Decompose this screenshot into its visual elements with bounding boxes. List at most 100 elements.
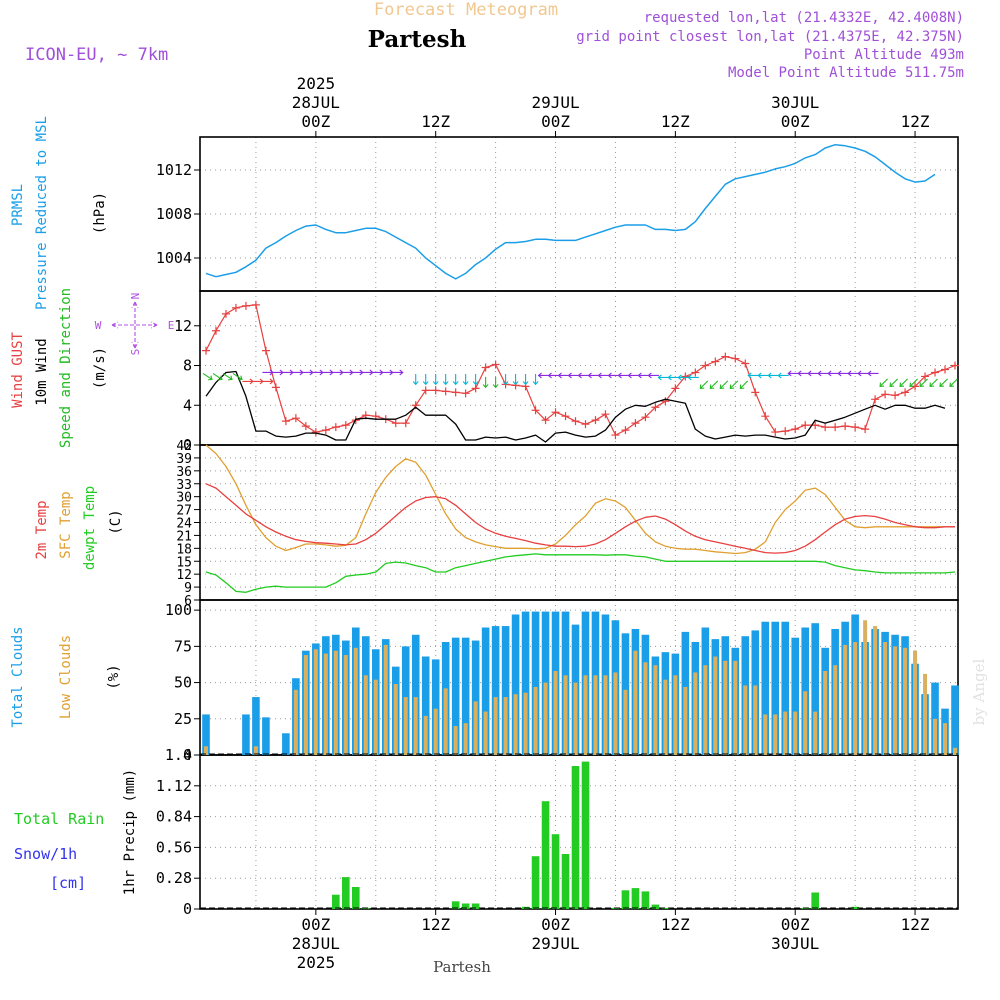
low-clouds-bar (203, 746, 208, 755)
ytick-label-temperature: 6 (184, 594, 192, 609)
gust-marker (841, 422, 850, 431)
ytick-label-precipitation: 1.4 (165, 746, 192, 764)
wind-direction-arrow (212, 372, 223, 381)
gust-marker (641, 413, 650, 422)
wind-direction-arrow (282, 369, 294, 376)
gust-marker (891, 391, 900, 400)
rain-bar (531, 856, 540, 909)
rain-bar (641, 891, 650, 909)
gust-marker (701, 361, 710, 370)
temp-2m-line (205, 483, 955, 554)
ytick-label-precipitation: 0 (183, 900, 192, 918)
wind-direction-arrow (807, 370, 819, 377)
wind-direction-arrow (719, 380, 729, 390)
wind-direction-arrow (687, 374, 699, 381)
low-clouds-bar (543, 682, 548, 755)
wind-direction-arrow (777, 372, 789, 379)
low-clouds-bar (603, 675, 608, 755)
wind-direction-arrow (879, 378, 888, 388)
xtick-label-top: 28JUL (292, 93, 340, 112)
rain-bar (342, 877, 350, 909)
gust-marker (661, 397, 670, 406)
rain-bar (631, 888, 640, 909)
low-clouds-bar (293, 689, 298, 755)
wind-direction-arrow (597, 372, 609, 379)
total-clouds-bar (811, 623, 819, 755)
gust-marker (311, 428, 320, 437)
ytick-label-pressure: 1008 (156, 205, 192, 223)
wind-direction-arrow (482, 376, 489, 389)
total-clouds-bar (511, 614, 520, 755)
xtick-label-bottom: 12Z (901, 915, 930, 934)
ylabel-total-clouds: Total Clouds (10, 626, 26, 727)
gust-marker (341, 421, 350, 430)
gust-marker (681, 372, 690, 381)
gust-marker (611, 431, 620, 440)
gust-marker (561, 412, 570, 421)
low-clouds-bar (613, 672, 618, 755)
panel-frame-pressure (199, 136, 959, 292)
low-clouds-bar (703, 665, 708, 755)
wind-direction-arrow (452, 373, 459, 386)
total-clouds-bar (411, 634, 420, 755)
gust-marker (671, 384, 680, 393)
xtick-label-top: 00Z (301, 112, 330, 131)
wind-direction-arrow (372, 369, 384, 376)
gust-marker (941, 365, 950, 374)
gust-marker (751, 388, 760, 397)
wind-direction-arrow (747, 372, 759, 379)
wind-direction-arrow (929, 378, 938, 388)
low-clouds-bar (313, 649, 318, 755)
rain-bar (471, 903, 480, 909)
rain-bar (661, 907, 670, 909)
wind-direction-arrow (532, 373, 539, 386)
low-clouds-bar (493, 697, 498, 755)
grid-point-coords: grid point closest lon,lat (21.4375E, 42… (576, 29, 964, 45)
wind-direction-arrow (827, 370, 839, 377)
ytick-label-temperature: 42 (176, 439, 192, 454)
wind-direction-arrow (322, 369, 334, 376)
compass-north: N (129, 293, 142, 300)
total-clouds-bar (262, 717, 270, 755)
wind-direction-arrow (587, 372, 599, 379)
low-clouds-bar (253, 746, 258, 755)
low-clouds-bar (573, 682, 578, 755)
wind-direction-arrow (262, 369, 274, 376)
gust-marker (851, 423, 860, 432)
requested-coords: requested lon,lat (21.4332E, 42.4008N) (644, 10, 964, 26)
gust-marker (821, 423, 830, 432)
low-clouds-bar (403, 697, 408, 755)
xtick-label-top: 00Z (541, 112, 570, 131)
wind-direction-arrow (537, 372, 550, 379)
low-clouds-bar (883, 642, 888, 755)
pressure-line (205, 143, 936, 280)
ytick-label-temperature: 36 (176, 465, 192, 480)
ytick-label-temperature: 39 (176, 452, 192, 467)
gust-marker (441, 387, 450, 396)
xtick-label-bottom: 12Z (421, 915, 450, 934)
low-clouds-bar (623, 689, 628, 755)
gust-marker (541, 416, 550, 425)
gust-marker (401, 419, 410, 428)
wind-direction-arrow (627, 372, 639, 379)
ytick-label-clouds: 0 (183, 746, 192, 764)
ytick-label-wind: 4 (183, 396, 192, 414)
wind-direction-arrow (939, 378, 948, 388)
wind-direction-arrow (949, 378, 958, 388)
gust-marker (251, 300, 260, 309)
low-clouds-bar (353, 647, 358, 755)
gust-marker (601, 410, 610, 419)
low-clouds-bar (833, 665, 838, 755)
page-title: Partesh (368, 26, 467, 53)
ylabel-speed-direction: Speed and Direction (58, 288, 74, 448)
compass-east: E (168, 319, 175, 332)
gust-marker (921, 372, 930, 381)
gust-marker (741, 359, 750, 368)
wind-direction-arrow (739, 380, 749, 390)
label-snow-unit: [cm] (50, 874, 86, 892)
rain-bar (351, 887, 360, 909)
gust-marker (781, 427, 790, 436)
wind-direction-arrow (919, 378, 928, 388)
gust-marker (201, 346, 210, 355)
xtick-label-top: 12Z (901, 112, 930, 131)
